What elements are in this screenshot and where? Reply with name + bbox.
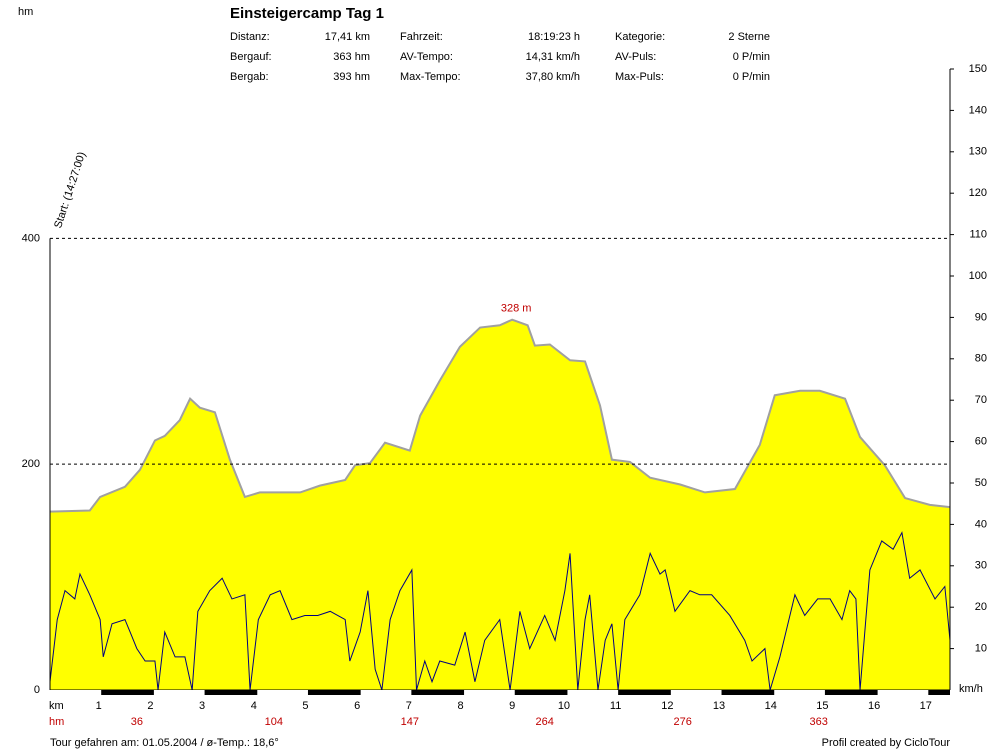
x-tick-label: 15: [816, 700, 828, 712]
km-bar: [463, 690, 516, 695]
chart-title: Einsteigercamp Tag 1: [230, 5, 384, 22]
x-tick-label: 11: [610, 700, 621, 712]
footer-right: Profil created by CicloTour: [822, 737, 951, 749]
y2-tick-label: 10: [975, 643, 987, 655]
y2-tick-label: 50: [975, 477, 987, 489]
climb-label: 36: [131, 716, 143, 728]
y2-tick-label: 100: [969, 270, 987, 282]
y-tick-label: 200: [22, 458, 40, 470]
km-bar: [825, 690, 878, 695]
y2-tick-label: 120: [969, 187, 987, 199]
y2-tick-label: 130: [969, 146, 987, 158]
stat-text: Bergab:: [230, 71, 269, 83]
stat-text: Max-Tempo:: [400, 71, 461, 83]
stat-text: 2 Sterne: [728, 31, 770, 43]
y2-tick-label: 60: [975, 436, 987, 448]
stat-text: Bergauf:: [230, 51, 272, 63]
x-tick-label: 2: [147, 700, 153, 712]
km-bar: [877, 690, 929, 695]
x-tick-label: 13: [713, 700, 725, 712]
y-axis-label: hm: [18, 6, 33, 18]
stat-text: 0 P/min: [733, 71, 770, 83]
x-tick-label: 12: [661, 700, 673, 712]
km-bar: [618, 690, 671, 695]
stat-text: Distanz:: [230, 31, 270, 43]
stat-text: 0 P/min: [733, 51, 770, 63]
km-bar: [928, 690, 950, 695]
km-bar: [566, 690, 619, 695]
km-bar: [773, 690, 826, 695]
y2-tick-label: 40: [975, 518, 987, 530]
km-bar: [153, 690, 206, 695]
stat-text: 363 hm: [333, 51, 370, 63]
km-bar: [308, 690, 361, 695]
km-bar: [360, 690, 412, 695]
stat-text: 37,80 km/h: [526, 71, 580, 83]
y-tick-label: 0: [34, 684, 40, 696]
km-bar: [205, 690, 257, 695]
y2-tick-label: 30: [975, 560, 987, 572]
stat-text: 17,41 km: [325, 31, 370, 43]
peak-label: 328 m: [501, 303, 532, 315]
y2-tick-label: 20: [975, 601, 987, 613]
climb-label: 104: [265, 716, 283, 728]
footer-left: Tour gefahren am: 01.05.2004 / ø-Temp.: …: [50, 737, 279, 749]
x-tick-label: 14: [765, 700, 777, 712]
km-bar: [101, 690, 154, 695]
km-bar: [50, 690, 102, 695]
y2-tick-label: 140: [969, 104, 987, 116]
y2-tick-label: 90: [975, 311, 987, 323]
y2-axis-label: km/h: [959, 683, 983, 695]
stat-text: 14,31 km/h: [526, 51, 580, 63]
x-tick-label: 1: [96, 700, 102, 712]
x-tick-label: 7: [406, 700, 412, 712]
km-bar: [515, 690, 567, 695]
stat-text: AV-Tempo:: [400, 51, 453, 63]
y2-tick-label: 150: [969, 63, 987, 75]
km-bar: [722, 690, 774, 695]
x-tick-label: 17: [920, 700, 932, 712]
y-tick-label: 400: [22, 232, 40, 244]
x-tick-label: 8: [457, 700, 463, 712]
climb-label: 276: [674, 716, 692, 728]
climb-label: 264: [536, 716, 554, 728]
stat-text: 18:19:23 h: [528, 31, 580, 43]
climb-row-label: hm: [49, 716, 64, 728]
km-bar: [670, 690, 723, 695]
stat-text: 393 hm: [333, 71, 370, 83]
stat-text: Kategorie:: [615, 31, 665, 43]
km-bar: [256, 690, 309, 695]
x-tick-label: 6: [354, 700, 360, 712]
stat-text: AV-Puls:: [615, 51, 656, 63]
elevation-line: [49, 318, 951, 513]
speed-line: [49, 531, 951, 691]
x-tick-label: 3: [199, 700, 205, 712]
x-tick-label: 5: [302, 700, 308, 712]
y2-tick-label: 110: [969, 229, 987, 241]
y2-tick-label: 80: [975, 353, 987, 365]
stat-text: Fahrzeit:: [400, 31, 443, 43]
x-tick-label: 4: [251, 700, 257, 712]
climb-label: 363: [810, 716, 828, 728]
x-tick-label: 16: [868, 700, 880, 712]
stat-text: Max-Puls:: [615, 71, 664, 83]
climb-label: 147: [401, 716, 419, 728]
x-tick-label: 9: [509, 700, 515, 712]
x-tick-label: 10: [558, 700, 570, 712]
x-axis-label: km: [49, 700, 64, 712]
km-bar: [411, 690, 464, 695]
elevation-area: [50, 319, 950, 690]
y2-tick-label: 70: [975, 394, 987, 406]
